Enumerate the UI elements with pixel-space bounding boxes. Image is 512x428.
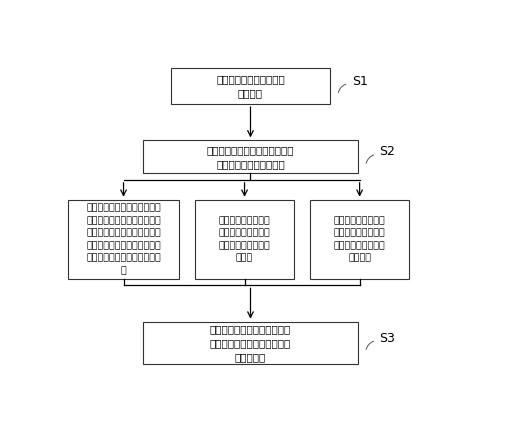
- FancyBboxPatch shape: [171, 68, 330, 104]
- Text: 设定浮选泡沫槽中泡沫层
高度参数: 设定浮选泡沫槽中泡沫层 高度参数: [216, 74, 285, 98]
- Text: 通过获取上述比较信息来控制
滑动支架的往复运动以及高压
水泵的流量: 通过获取上述比较信息来控制 滑动支架的往复运动以及高压 水泵的流量: [210, 324, 291, 362]
- Text: 当探测到浮选泡沫槽
前后端的泡沫层高度
高于预设浮选泡沫层
高度时: 当探测到浮选泡沫槽 前后端的泡沫层高度 高于预设浮选泡沫层 高度时: [219, 216, 270, 262]
- Text: 探测浮选泡沫槽中泡沫层高度，
并与预设泡沫层高度比较: 探测浮选泡沫槽中泡沫层高度， 并与预设泡沫层高度比较: [207, 145, 294, 169]
- Text: 当探测到浮选泡沫槽前端的泡
沫层高度高于预设浮选泡沫层
高度和浮选泡沫槽后端的泡沫
层高度在预设浮选泡沫槽中泡
浮选泡沫槽中泡沫层高度以下
时: 当探测到浮选泡沫槽前端的泡 沫层高度高于预设浮选泡沫层 高度和浮选泡沫槽后端的泡…: [86, 203, 161, 275]
- Text: S2: S2: [379, 146, 395, 158]
- FancyBboxPatch shape: [195, 199, 294, 279]
- FancyBboxPatch shape: [68, 199, 179, 279]
- Text: S1: S1: [352, 74, 368, 87]
- FancyBboxPatch shape: [310, 199, 409, 279]
- FancyBboxPatch shape: [143, 140, 357, 173]
- Text: 当探测到浮选泡沫槽
前后端的泡沫层高度
在预设浮选泡沫层高
度以内时: 当探测到浮选泡沫槽 前后端的泡沫层高度 在预设浮选泡沫层高 度以内时: [334, 216, 386, 262]
- Text: S3: S3: [379, 332, 395, 345]
- FancyBboxPatch shape: [143, 321, 357, 365]
